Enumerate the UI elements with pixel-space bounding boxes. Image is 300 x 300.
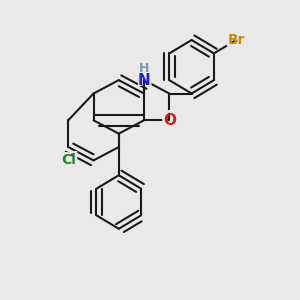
- Text: Cl: Cl: [61, 153, 76, 167]
- Text: Br: Br: [227, 33, 245, 47]
- Text: H: H: [136, 59, 152, 77]
- Text: H: H: [139, 62, 149, 75]
- Text: Cl: Cl: [58, 151, 79, 170]
- Text: Br: Br: [224, 31, 248, 50]
- Text: N: N: [138, 73, 150, 88]
- Text: O: O: [163, 113, 176, 128]
- Text: N: N: [135, 70, 153, 90]
- Text: O: O: [160, 110, 178, 130]
